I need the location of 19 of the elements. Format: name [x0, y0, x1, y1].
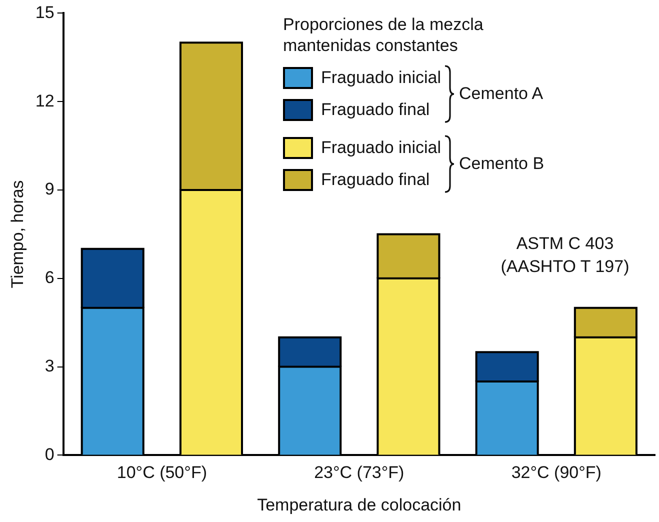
- y-tick-label: 15: [35, 2, 54, 22]
- legend-label: Fraguado inicial: [321, 68, 442, 88]
- legend-label: Fraguado inicial: [321, 138, 442, 158]
- y-axis-title: Tiempo, horas: [8, 180, 27, 288]
- annotation: ASTM C 403 (AASHTO T 197): [500, 233, 630, 278]
- y-tick-label: 6: [44, 268, 54, 288]
- x-tick-label: 10°C (50°F): [116, 463, 207, 482]
- annotation: Cemento B: [459, 154, 544, 174]
- y-tick-label: 3: [44, 356, 54, 376]
- x-tick-label: 32°C (90°F): [511, 463, 602, 482]
- y-tick-label: 9: [44, 180, 54, 199]
- legend-label: Fraguado final: [321, 170, 430, 190]
- legend-title: Proporciones de la mezcla mantenidas constantes: [283, 14, 484, 56]
- y-tick-label: 0: [44, 444, 54, 464]
- x-tick-label: 23°C (73°F): [314, 463, 404, 482]
- y-tick-label: 12: [35, 91, 54, 110]
- x-axis-title: Temperatura de colocación: [257, 495, 462, 514]
- annotation: Cemento A: [459, 84, 544, 104]
- legend-label: Fraguado final: [321, 100, 430, 120]
